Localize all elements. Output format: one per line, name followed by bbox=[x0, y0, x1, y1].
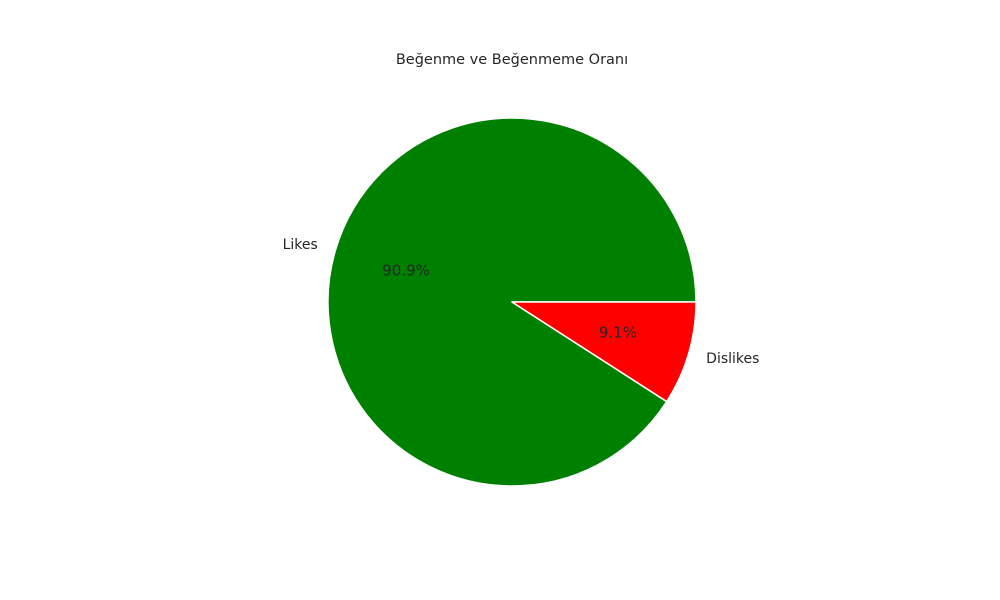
pie-slices bbox=[327, 117, 697, 487]
pie-labels: Likes 90.9% Dislikes 9.1% bbox=[283, 237, 760, 367]
slice-label-likes: Likes bbox=[283, 237, 318, 253]
pie-slice-dislikes bbox=[511, 301, 697, 403]
slice-label-dislikes: Dislikes bbox=[706, 351, 759, 367]
percent-label-likes: 90.9% bbox=[382, 261, 430, 279]
chart-title: Beğenme ve Beğenmeme Oranı bbox=[396, 52, 628, 68]
percent-label-dislikes: 9.1% bbox=[599, 324, 637, 342]
